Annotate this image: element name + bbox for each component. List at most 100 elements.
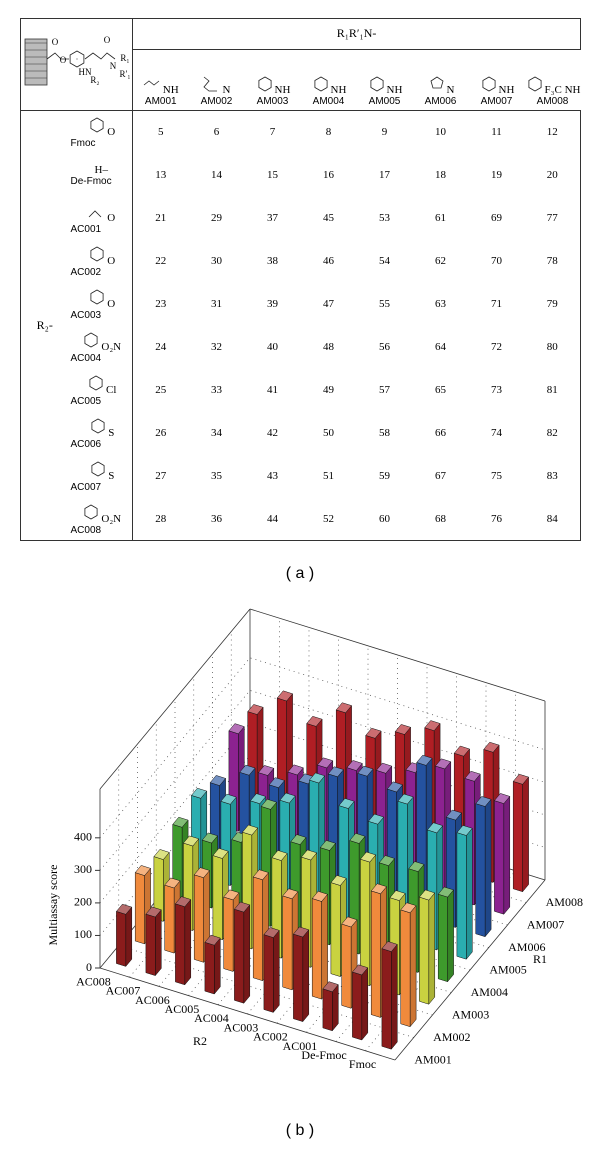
bar-face (381, 948, 392, 1050)
ring (89, 375, 103, 391)
column-header: NH AM005 (356, 49, 413, 112)
compound-number: 84 (524, 497, 582, 541)
bar-face (484, 798, 492, 938)
z-tick-label: 0 (86, 960, 92, 974)
chart: 0100200300400FmocDe-FmocAC001AC002AC003A… (46, 608, 583, 1071)
compound-number: 45 (323, 212, 334, 224)
compound-number: 13 (155, 169, 167, 181)
compound-number: 60 (356, 497, 413, 541)
compound-number: 47 (323, 298, 334, 310)
bar (512, 773, 530, 893)
fragment-label: S (108, 470, 115, 482)
fragment-label: O (107, 298, 116, 310)
compound-number: 16 (323, 169, 334, 181)
bar-face (370, 883, 388, 895)
bar-face (293, 933, 304, 1022)
fragment-label: NH (274, 84, 291, 96)
z-tick-label: 100 (74, 927, 92, 941)
bar-face (243, 904, 251, 1004)
fragment: H– (69, 164, 133, 176)
bar-face (381, 941, 398, 952)
compound-number: 70 (491, 255, 502, 267)
bar-face (341, 916, 358, 928)
bar-face (346, 760, 363, 771)
bond (84, 52, 116, 60)
ring (370, 76, 384, 92)
bar-face (214, 937, 221, 995)
compound-number: 43 (267, 470, 278, 482)
bar-face (341, 923, 352, 1009)
column-header: NH AM007 (468, 49, 525, 112)
bar-face (418, 889, 436, 901)
bar-face (386, 781, 404, 793)
fragment-label: Cl (106, 384, 117, 396)
bar-face (456, 825, 473, 836)
compound-number: 27 (155, 470, 167, 482)
bar-face (172, 816, 189, 828)
bar-face (475, 803, 486, 938)
compound-number: 10 (435, 126, 446, 139)
bar-face (220, 793, 237, 805)
fragment-icon (84, 504, 98, 520)
fragment: Cl (69, 373, 133, 396)
bar-face (416, 754, 433, 766)
column-code: AM004 (312, 96, 345, 107)
bar-face (290, 834, 307, 845)
compound-number: 50 (323, 427, 334, 439)
bar-face (228, 723, 245, 735)
bar-face (271, 850, 288, 861)
compound-number: 68 (412, 497, 469, 541)
compound-number: 42 (267, 427, 278, 439)
compound-number: 75 (491, 470, 502, 482)
bar-face (397, 793, 414, 805)
bar-face (522, 776, 529, 893)
compound-number: 58 (379, 427, 390, 439)
y-tick-label: AM007 (527, 918, 564, 932)
fragment: O (69, 115, 133, 138)
bar-face (453, 745, 471, 757)
compound-number: 8 (325, 126, 332, 139)
bar-face (212, 848, 229, 859)
compound-number: 30 (211, 255, 222, 267)
compound-number: 56 (379, 341, 390, 353)
bar-face (361, 967, 369, 1041)
bar-face (201, 832, 219, 844)
column-header: NH AM001 (132, 49, 189, 112)
fragment-icon (314, 76, 328, 92)
ring (258, 76, 272, 92)
bar-face (212, 855, 223, 941)
fragment: N (189, 73, 245, 96)
bar-face (257, 765, 275, 776)
caption-a: ( a ) (285, 565, 315, 582)
bar-face (145, 913, 156, 976)
compound-number: 17 (379, 169, 390, 181)
bar-face (190, 787, 208, 799)
x-tick-label: Fmoc (349, 1057, 376, 1071)
bar-face (445, 809, 463, 821)
compound-number: 59 (379, 470, 390, 482)
bar-face (263, 934, 274, 1013)
y-tick-label: AM001 (414, 1053, 451, 1067)
bar-face (351, 964, 369, 976)
compound-number: 12 (524, 110, 582, 154)
r2-label: R₂- (20, 110, 69, 541)
ring (90, 246, 104, 262)
ring (91, 461, 105, 477)
bar (456, 825, 473, 960)
row-name: AC004 (70, 353, 102, 364)
fragment: O (69, 287, 133, 310)
bar-face (241, 824, 259, 836)
corner-cell: O O HN O N R₁ R′₁ R₂ (20, 18, 133, 111)
compound-number: 29 (211, 212, 222, 224)
compound-number: 9 (381, 126, 388, 139)
compound-number: 66 (435, 427, 446, 439)
row-header: O AC001 (68, 196, 133, 240)
compound-number: 32 (211, 341, 222, 353)
compound-number: 79 (524, 282, 582, 326)
x-axis-label: R2 (193, 1034, 207, 1048)
fragment-label: NH (162, 84, 179, 96)
compound-number: 76 (468, 497, 525, 541)
bond (46, 52, 69, 60)
fragment-label: O (107, 126, 116, 139)
